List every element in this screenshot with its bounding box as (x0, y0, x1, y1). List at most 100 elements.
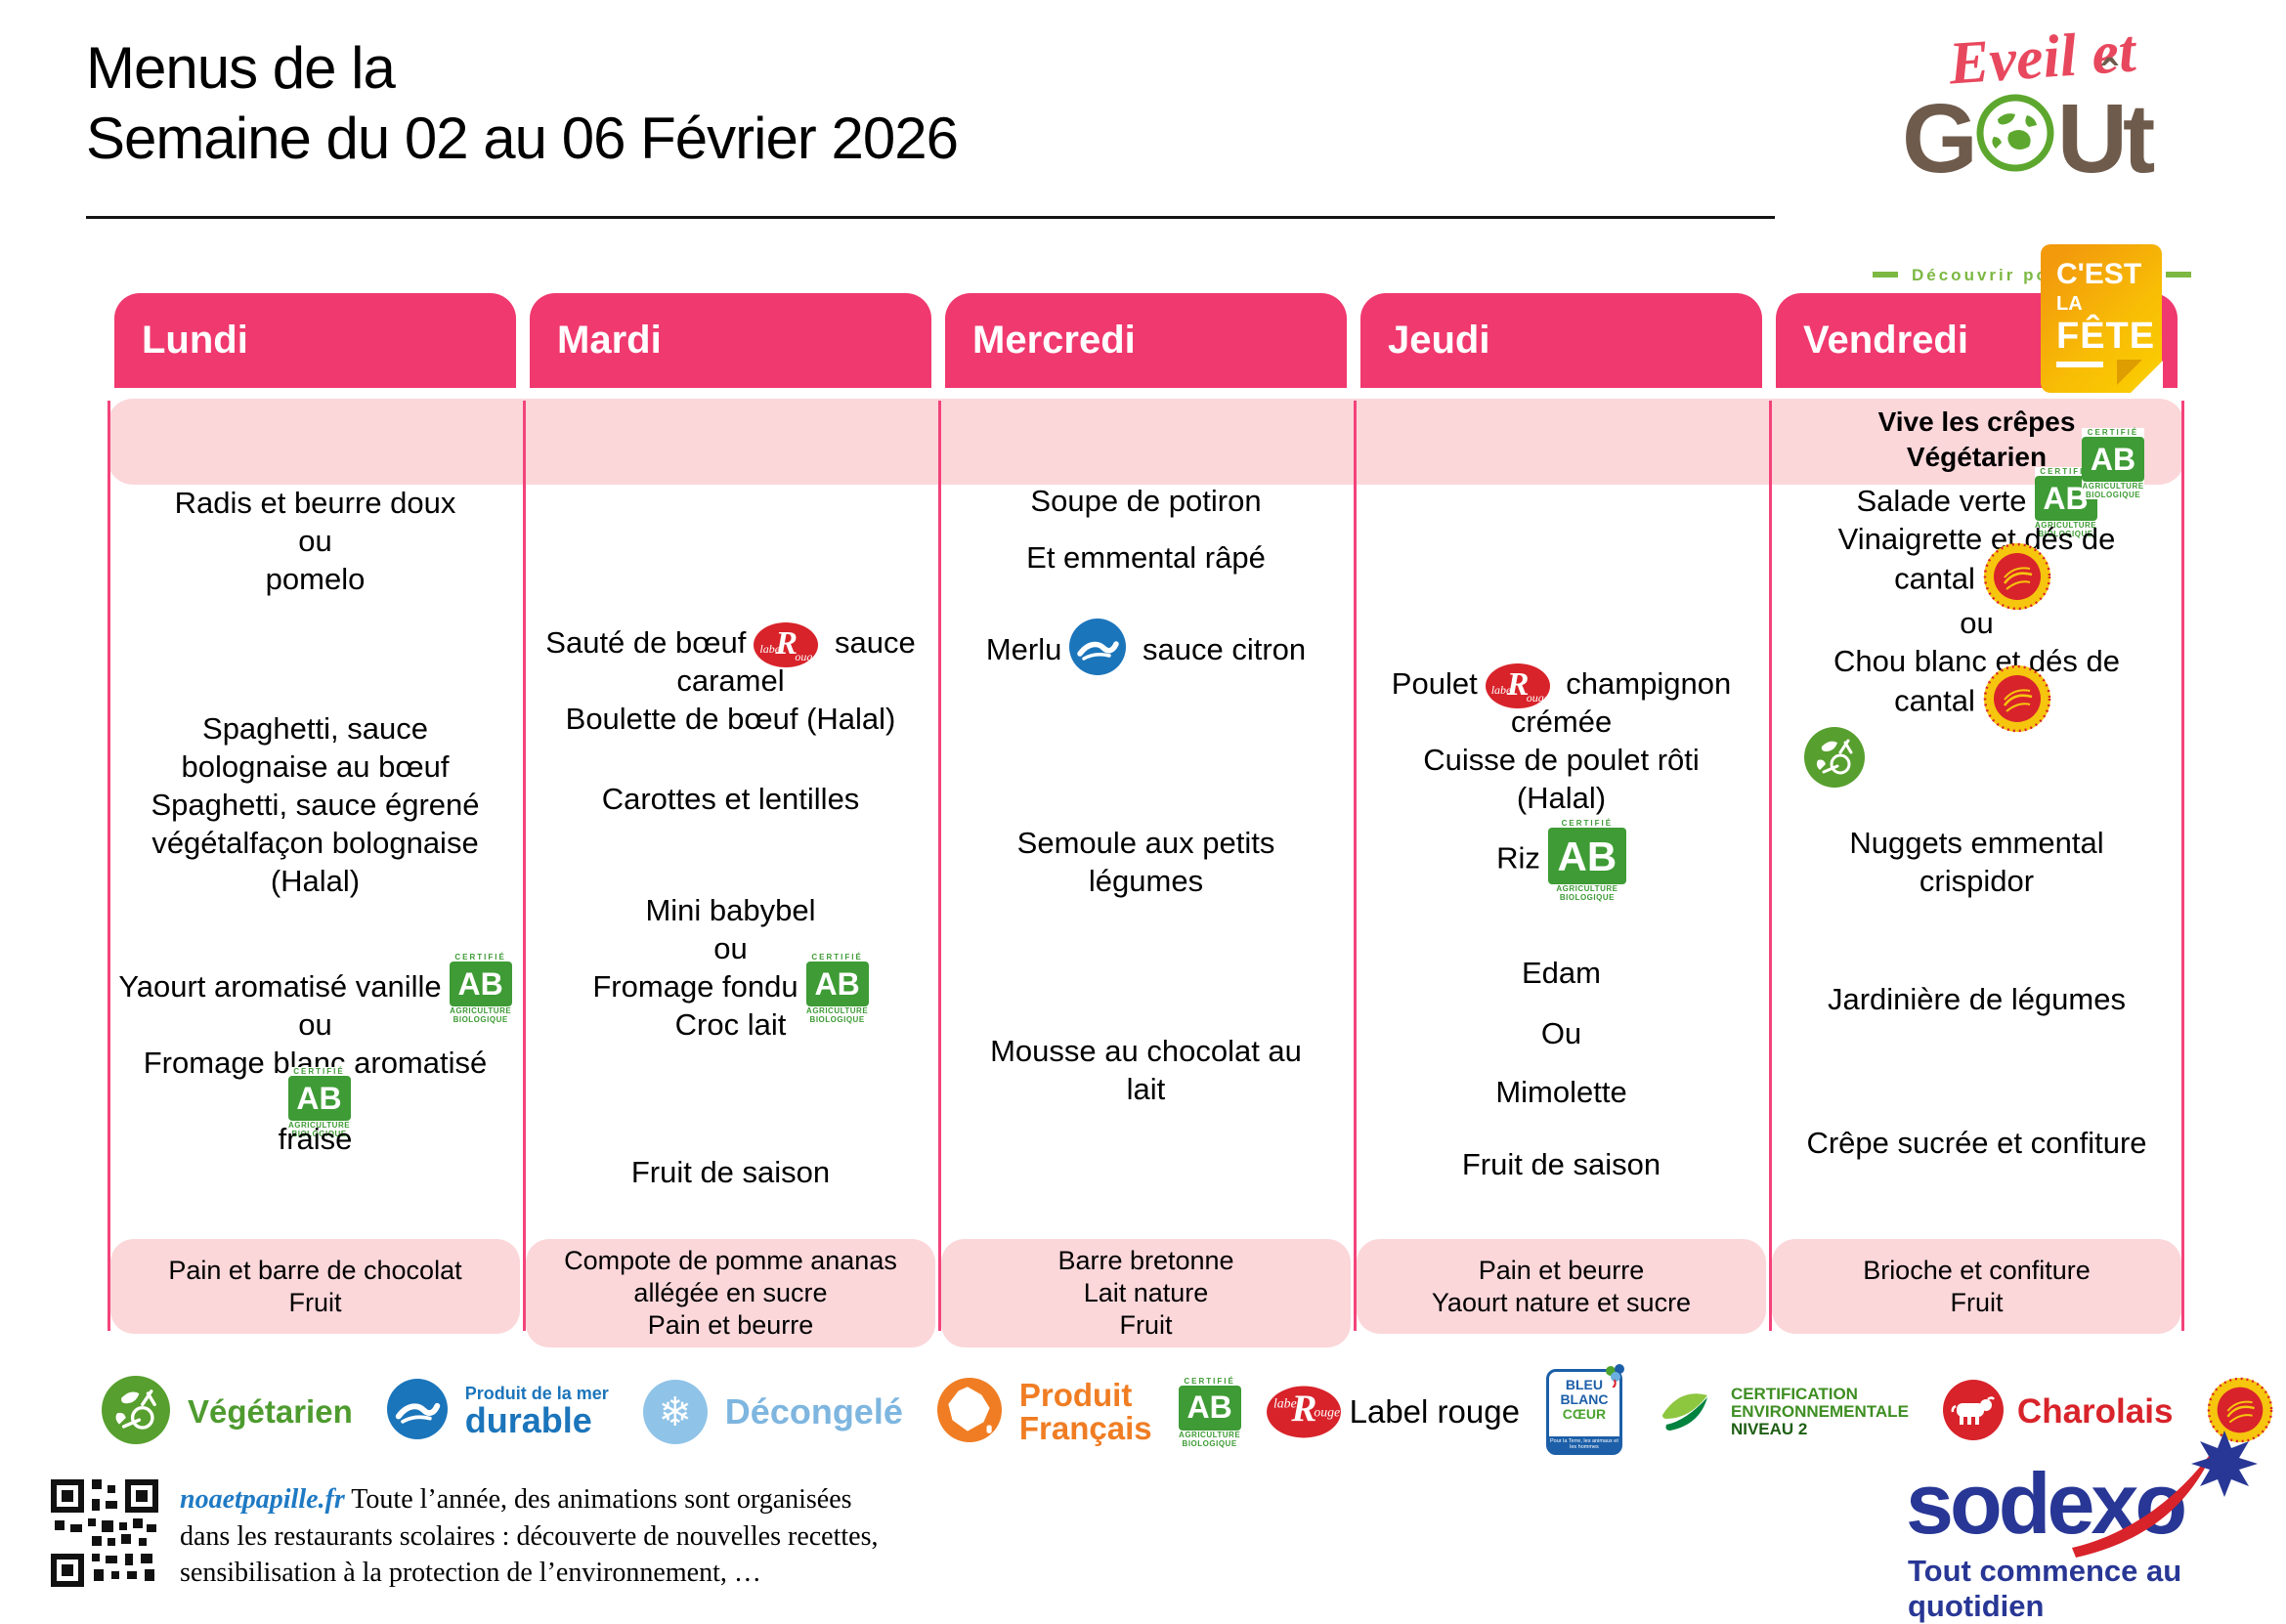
menu-text: champignon (1557, 666, 1732, 701)
badge-line-3: FÊTE (2056, 316, 2156, 357)
sodexo-tagline: Tout commence au quotidien (1908, 1554, 2182, 1623)
menu-line: ou (1773, 604, 2180, 642)
menu-text: Cuisse de poulet rôti (1423, 743, 1700, 777)
ab-letters: AB (287, 1076, 351, 1122)
badge-underline (2056, 362, 2103, 367)
menu-text: Sauté de bœuf (545, 625, 747, 660)
badge-folded-corner (2130, 361, 2163, 394)
charolais-cow-icon (1942, 1379, 2004, 1445)
legend-label: NIVEAU 2 (1730, 1420, 1808, 1438)
sustainable-seafood-icon (1069, 619, 1127, 684)
ab-certified-caption: CERTIFIÉ (293, 1067, 345, 1077)
day-header-lundi: Lundi (114, 293, 516, 388)
menu-item: Fruit de saison (1354, 1145, 1769, 1183)
menu-item: Merlu sauce citron (938, 619, 1354, 676)
menu-text: ou (713, 931, 748, 965)
legend-ab: CERTIFIÉ AB AGRICULTURE BIOLOGIQUE (1178, 1376, 1241, 1448)
day-header-mercredi: Mercredi (945, 293, 1347, 388)
ab-agriculture-caption: AGRICULTURE BIOLOGIQUE (806, 1006, 869, 1025)
ab-agriculture-caption: AGRICULTURE BIOLOGIQUE (450, 1006, 512, 1025)
menu-text: Merlu (985, 632, 1062, 666)
ab-certified-caption: CERTIFIÉ (2087, 428, 2139, 437)
footer-line: Yaourt nature et sucre (1431, 1287, 1692, 1317)
menu-text: Edam (1522, 956, 1601, 990)
menu-line: cantal (1773, 542, 2180, 611)
brand-gout-ut: Ut (2056, 84, 2156, 193)
menu-item: Edam (1354, 954, 1769, 992)
menu-line: ou (111, 522, 519, 560)
menu-text: crémée (1510, 705, 1613, 739)
menu-line: Jardinière de légumes (1773, 980, 2180, 1018)
menu-line: Et emmental râpé (942, 538, 1350, 577)
ab-letters: AB (1547, 828, 1626, 884)
title-underline (86, 216, 1775, 219)
menu-item: Radis et beurre doux ou pomelo (108, 484, 523, 598)
menu-line: Merlu sauce citron (942, 619, 1350, 676)
aop-icon (2207, 1377, 2273, 1448)
menu-item: Soupe de potiron (938, 482, 1354, 520)
menu-line: Soupe de potiron (942, 482, 1350, 520)
ab-letters: AB (805, 962, 869, 1007)
menu-item: Jardinière de légumes (1769, 980, 2184, 1018)
menu-line: Fromage fondu CERTIFIÉ AB AGRICULTURE BIOLOG… (527, 953, 934, 1025)
page-title: Menus de la Semaine du 02 au 06 Février … (86, 33, 959, 174)
legend-label: durable (464, 1399, 592, 1440)
day-footer-jeudi: Pain et beurre Yaourt nature et sucre (1357, 1239, 1766, 1334)
menu-text: caramel (676, 663, 785, 698)
legend-label: Décongelé (724, 1391, 903, 1432)
friday-theme-banner: Vive les crêpes Végétarien (1769, 405, 2184, 475)
legend-label: ENVIRONNEMENTALE (1730, 1402, 1909, 1421)
column-separator (938, 401, 941, 1331)
menu-text: Poulet (1391, 666, 1478, 701)
ab-certified-caption: CERTIFIÉ (1561, 819, 1614, 828)
day-footer-vendredi: Brioche et confiture Fruit (1772, 1239, 2181, 1334)
menu-line: Spaghetti, sauce égrené (111, 786, 519, 824)
legend-fish: Produit de la mer durable (379, 1379, 609, 1440)
legend-france: Produit Français (929, 1377, 1152, 1447)
menu-text: Mousse au chocolat au (990, 1034, 1302, 1068)
menu-item (1769, 727, 2184, 789)
aop-icon (1983, 542, 2051, 620)
ab-organic-icon: CERTIFIÉ AB AGRICULTURE BIOLOGIQUE (1178, 1376, 1241, 1448)
day-header-jeudi: Jeudi (1360, 293, 1762, 388)
day-footer-lundi: Pain et barre de chocolat Fruit (110, 1239, 520, 1334)
menu-line: Fruit de saison (1358, 1145, 1765, 1183)
menu-line: Ou (1358, 1014, 1765, 1052)
legend-label-small: Produit de la mer (464, 1384, 609, 1404)
menu-text: Fruit de saison (630, 1155, 831, 1189)
menu-text: Jardinière de légumes (1827, 982, 2126, 1016)
ab-letters: AB (2082, 437, 2144, 482)
legend-bbc: BLEU BLANC CŒUR Pour la Terre, les animaux … (1545, 1364, 1624, 1455)
brand-gout-g: G (1902, 84, 1978, 193)
ab-agriculture-caption: AGRICULTURE BIOLOGIQUE (2082, 482, 2144, 499)
menu-line: fraise (111, 1120, 519, 1158)
menu-text: ou (298, 1007, 332, 1042)
legend-row: Végétarien Produit de la mer durable ❄ Déco… (94, 1354, 2273, 1470)
produit-francais-icon (936, 1377, 1002, 1447)
footer-line: Barre bretonne (1057, 1246, 1234, 1275)
menu-text: Ou (1540, 1016, 1582, 1050)
menu-line: Boulette de bœuf (Halal) (527, 700, 934, 738)
menu-line: Crêpe sucrée et confiture (1773, 1124, 2180, 1162)
menu-text: ou (1960, 606, 1994, 640)
ab-certified-caption: CERTIFIÉ (1184, 1376, 1235, 1386)
column-separator (1354, 401, 1357, 1331)
ab-organic-icon: CERTIFIÉ AB AGRICULTURE BIOLOGIQUE (1547, 819, 1626, 902)
ab-organic-icon: CERTIFIÉ AB AGRICULTURE BIOLOGIQUE (287, 1067, 351, 1139)
menu-line: Semoule aux petits (942, 824, 1350, 862)
info-line-3: sensibilisation à la protection de l’env… (180, 1558, 761, 1589)
menu-item: Fruit de saison (523, 1153, 938, 1191)
legend-snow: ❄ Décongelé (635, 1380, 903, 1444)
menu-line: Yaourt aromatisé vanille CERTIFIÉ AB AGRICU… (111, 953, 519, 1025)
column-separator (1769, 401, 1772, 1331)
qr-code (49, 1477, 160, 1594)
menu-text: sauce citron (1134, 632, 1307, 666)
menu-line: Mousse au chocolat au (942, 1032, 1350, 1070)
menu-line (1796, 727, 2180, 789)
menu-text: crispidor (1919, 864, 2035, 898)
menu-text: (Halal) (1516, 781, 1607, 815)
menu-text: Fruit de saison (1461, 1147, 1661, 1181)
